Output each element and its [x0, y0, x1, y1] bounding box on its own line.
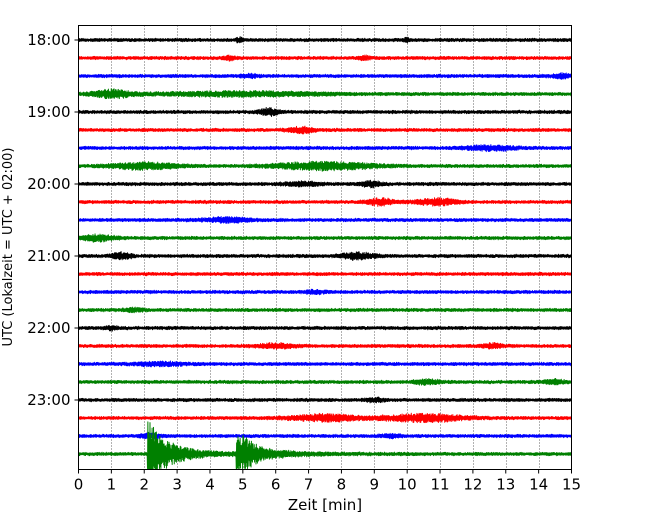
- x-axis-ticks: 0 1 2 3 4 5 6 7 8 9 10 11 12 13 14 15: [74, 469, 581, 494]
- trace-1930: [78, 144, 572, 153]
- x-tick-label: 4: [205, 476, 215, 494]
- trace-1915: [78, 125, 572, 135]
- trace-1815: [78, 54, 572, 62]
- y-axis-label: UTC (Lokalzeit = UTC + 02:00): [1, 148, 16, 347]
- trace-2030: [78, 216, 572, 224]
- x-tick-label: 15: [562, 476, 581, 494]
- plot-frame: [78, 25, 572, 470]
- y-tick-label: 23:00: [27, 391, 70, 409]
- y-tick-label: 19:00: [27, 103, 70, 121]
- x-tick-label: 12: [463, 476, 482, 494]
- trace-2115: [78, 271, 572, 277]
- trace-2215: [78, 342, 572, 350]
- x-tick-label: 7: [304, 476, 314, 494]
- trace-2345: [78, 421, 572, 469]
- x-tick-label: 11: [430, 476, 449, 494]
- trace-2145: [78, 306, 572, 314]
- trace-2300: [78, 396, 572, 404]
- y-axis-ticks: 18:00 19:00 20:00 21:00 22:00 23:00: [27, 31, 79, 409]
- x-tick-label: 8: [337, 476, 347, 494]
- x-tick-label: 5: [238, 476, 248, 494]
- trace-1800: [78, 36, 572, 44]
- trace-2315: [78, 412, 572, 424]
- trace-1900: [78, 107, 572, 117]
- x-tick-label: 13: [496, 476, 515, 494]
- y-tick-label: 20:00: [27, 175, 70, 193]
- x-tick-label: 9: [370, 476, 380, 494]
- x-tick-label: 10: [398, 476, 417, 494]
- trace-2245: [78, 378, 572, 387]
- x-axis-label: Zeit [min]: [288, 496, 362, 514]
- x-tick-label: 3: [172, 476, 182, 494]
- trace-2330: [78, 432, 572, 440]
- trace-1945: [78, 160, 572, 172]
- y-tick-label: 18:00: [27, 31, 70, 49]
- x-tick-label: 6: [271, 476, 281, 494]
- x-tick-label: 0: [74, 476, 84, 494]
- trace-2100: [78, 251, 572, 261]
- seismic-traces: [78, 36, 572, 469]
- y-tick-label: 22:00: [27, 319, 70, 337]
- x-tick-label: 2: [139, 476, 149, 494]
- y-tick-label: 21:00: [27, 247, 70, 265]
- trace-2200: [78, 324, 572, 332]
- trace-2000: [78, 179, 572, 189]
- trace-1845: [78, 88, 572, 100]
- trace-2130: [78, 288, 572, 296]
- trace-2045: [78, 233, 572, 243]
- trace-2230: [78, 360, 572, 368]
- x-tick-label: 1: [107, 476, 117, 494]
- x-tick-label: 14: [529, 476, 548, 494]
- x-gridlines: [111, 25, 540, 470]
- trace-2015: [78, 196, 572, 207]
- trace-1830: [78, 72, 572, 80]
